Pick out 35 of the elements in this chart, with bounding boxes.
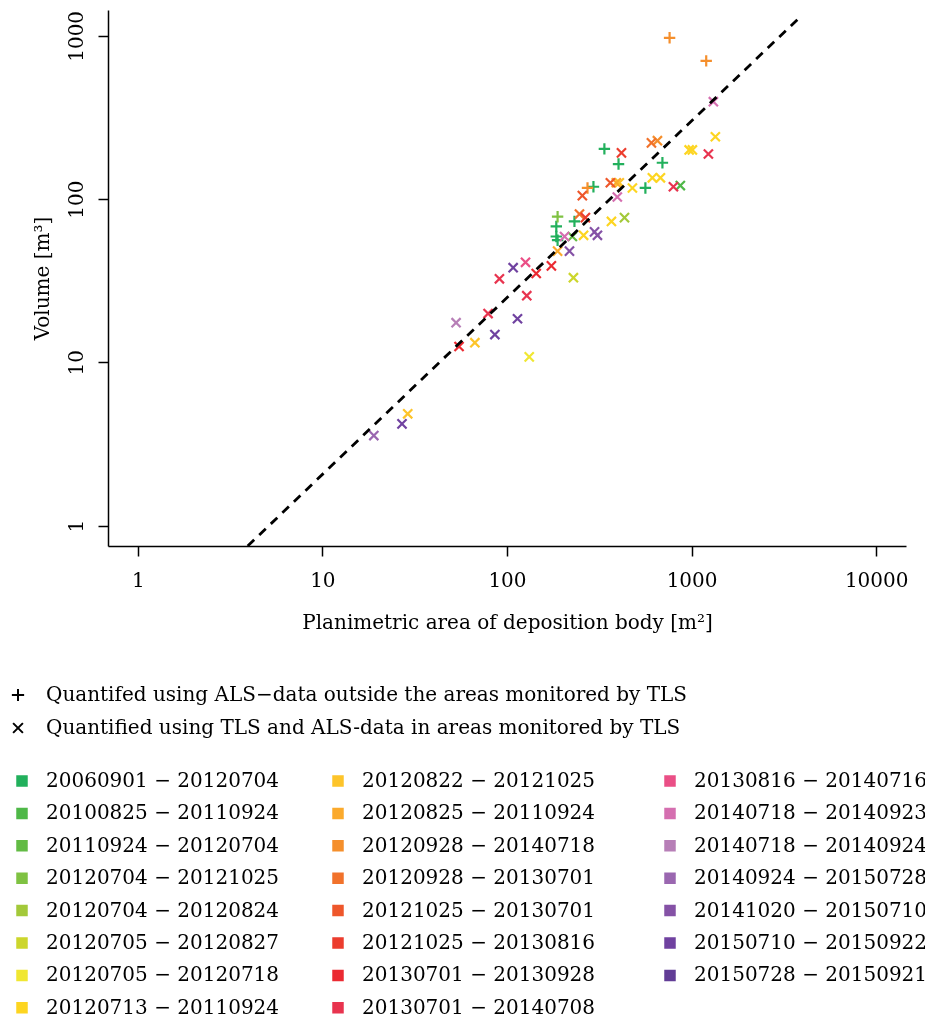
- legend-label: Quantified using TLS and ALS-data in areas monitored by TLS: [46, 715, 681, 739]
- legend-label: 20141020 − 20150710: [694, 897, 925, 922]
- legend-label: 20140924 − 20150728: [694, 865, 925, 890]
- legend-label: 20120928 − 20130701: [362, 865, 596, 890]
- legend-label: 20060901 − 20120704: [46, 768, 280, 792]
- y-tick-label: 1000: [63, 10, 88, 62]
- legend-label: 20110924 − 20120704: [46, 832, 280, 857]
- legend-label: 20130701 − 20140708: [362, 994, 596, 1017]
- y-tick-label: 1: [63, 519, 88, 533]
- x-tick-label: 10000: [844, 567, 909, 592]
- y-tick-label: 100: [63, 180, 88, 219]
- x-tick-label: 100: [488, 567, 527, 592]
- legend-label: 20120704 − 20121025: [46, 865, 280, 890]
- legend-label: 20140718 − 20140923: [694, 800, 925, 825]
- y-axis-title: Volume [m³]: [29, 216, 54, 342]
- legend-label: 20120713 − 20110924: [46, 994, 280, 1017]
- legend-label: 20120705 − 20120718: [46, 962, 280, 987]
- x-tick-label: 1: [131, 567, 145, 592]
- legend-label: 20120705 − 20120827: [46, 930, 280, 954]
- legend-label: 20120822 − 20121025: [362, 768, 596, 792]
- x-tick-label: 10: [310, 567, 336, 592]
- legend-label: 20150728 − 20150921: [694, 962, 925, 987]
- legend-label: 20130701 − 20130928: [362, 962, 596, 987]
- legend-label: 20120825 − 20110924: [362, 800, 596, 825]
- legend-label: Quantifed using ALS−data outside the areas monitored by TLS: [46, 682, 688, 706]
- legend-label: 20130816 − 20140716: [694, 768, 925, 792]
- x-tick-label: 1000: [666, 567, 718, 592]
- legend-label: 20121025 − 20130816: [362, 930, 596, 954]
- legend-label: 20120704 − 20120824: [46, 897, 280, 922]
- legend-label: 20121025 − 20130701: [362, 897, 596, 922]
- legend-label: 20120928 − 20140718: [362, 832, 596, 857]
- legend-label: 20100825 − 20110924: [46, 800, 280, 825]
- legend-label: 20150710 − 20150922: [694, 930, 925, 954]
- x-axis-title: Planimetric area of deposition body [m²]: [302, 609, 713, 634]
- y-tick-label: 10: [63, 350, 88, 376]
